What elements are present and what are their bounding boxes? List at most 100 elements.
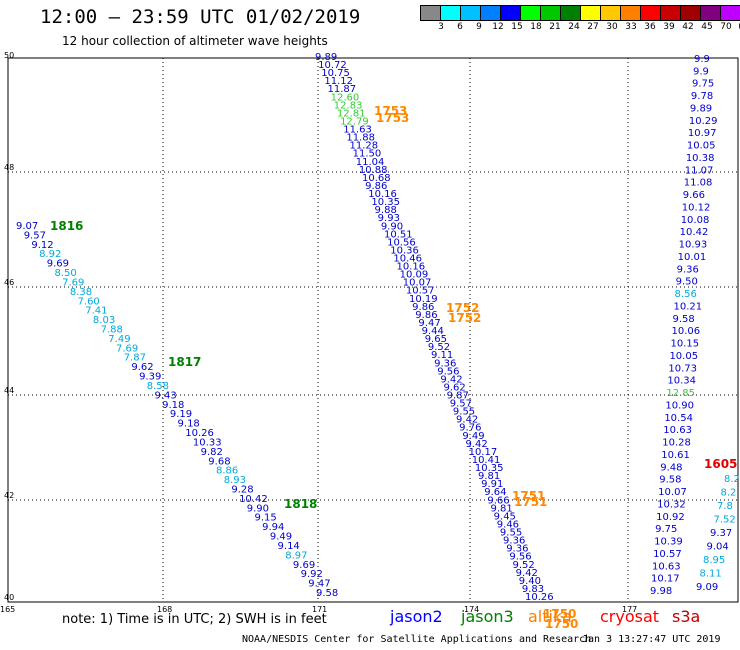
swh-value: 10.06 bbox=[671, 326, 700, 337]
timestamp-text: Jan 3 13:27:47 UTC 2019 bbox=[582, 634, 721, 645]
swh-value: 12.79 bbox=[340, 116, 369, 127]
swh-value: 9.90 bbox=[247, 503, 269, 514]
swh-value: 11.08 bbox=[684, 178, 713, 189]
swh-value: 10.35 bbox=[371, 197, 400, 208]
time-label: 1752 bbox=[446, 301, 479, 315]
swh-value: 9.58 bbox=[316, 588, 338, 599]
swh-value: 9.66 bbox=[683, 190, 705, 201]
swh-value: 7.88 bbox=[101, 325, 123, 336]
swh-value: 9.86 bbox=[415, 310, 437, 321]
swh-value: 8.95 bbox=[703, 555, 725, 566]
swh-value: 9.49 bbox=[462, 431, 484, 442]
swh-value: 11.07 bbox=[685, 165, 714, 176]
swh-value: 10.57 bbox=[653, 549, 682, 560]
swh-value: 9.81 bbox=[491, 503, 513, 514]
swh-value: 9.55 bbox=[453, 407, 475, 418]
legend-label: 30 bbox=[606, 22, 618, 32]
legend-label: 24 bbox=[568, 22, 580, 32]
swh-value: 9.40 bbox=[519, 576, 541, 587]
swh-value: 9.52 bbox=[428, 342, 450, 353]
swh-value: 8.03 bbox=[93, 315, 115, 326]
y-tick-label: 46 bbox=[4, 278, 14, 287]
swh-value: 11.28 bbox=[349, 141, 378, 152]
swh-value: 9.57 bbox=[450, 399, 472, 410]
swh-value: 10.01 bbox=[678, 252, 707, 263]
time-label: 1750 bbox=[545, 617, 578, 631]
swh-value: 9.68 bbox=[208, 456, 230, 467]
swh-value: 9.93 bbox=[378, 213, 400, 224]
swh-value: 9.42 bbox=[516, 568, 538, 579]
swh-value: 10.35 bbox=[475, 463, 504, 474]
swh-value: 9.44 bbox=[422, 326, 444, 337]
swh-value: 10.63 bbox=[652, 561, 681, 572]
swh-value: 8.38 bbox=[70, 287, 92, 298]
legend-label: 6 bbox=[457, 22, 463, 32]
swh-value: 9.90 bbox=[381, 221, 403, 232]
swh-value: 10.26 bbox=[525, 592, 554, 603]
swh-value: 8.50 bbox=[54, 268, 76, 279]
swh-value: 9.69 bbox=[293, 560, 315, 571]
swh-value: 9.47 bbox=[418, 318, 440, 329]
swh-value: 9.39 bbox=[139, 372, 161, 383]
swh-value: 9.9 bbox=[693, 66, 709, 77]
swh-value: 9.58 bbox=[673, 314, 695, 325]
page-subtitle: 12 hour collection of altimeter wave hei… bbox=[62, 34, 328, 48]
swh-value: 7.52 bbox=[714, 515, 736, 526]
y-tick-label: 44 bbox=[4, 386, 14, 395]
time-label: 1753 bbox=[376, 111, 409, 125]
swh-value: 9.86 bbox=[365, 181, 387, 192]
swh-value: 12.60 bbox=[331, 92, 360, 103]
legend-swatch bbox=[720, 5, 740, 21]
swh-value: 11.87 bbox=[328, 84, 357, 95]
swh-value: 11.63 bbox=[343, 125, 372, 136]
sat-label-jason2: jason2 bbox=[390, 607, 443, 626]
swh-value: 9.81 bbox=[478, 471, 500, 482]
swh-value: 8.56 bbox=[675, 289, 697, 300]
time-label: 1817 bbox=[168, 355, 201, 369]
x-tick-label: 177 bbox=[622, 605, 637, 614]
y-tick-label: 40 bbox=[4, 593, 14, 602]
time-label: 1605 bbox=[704, 457, 737, 471]
swh-value: 11.12 bbox=[324, 76, 353, 87]
swh-value: 9.09 bbox=[696, 582, 718, 593]
swh-value: 7.69 bbox=[62, 277, 84, 288]
swh-value: 9.89 bbox=[690, 103, 712, 114]
swh-value: 9.49 bbox=[270, 532, 292, 543]
sat-label-altika: altika bbox=[528, 607, 572, 626]
page-title: 12:00 — 23:59 UTC 01/02/2019 bbox=[40, 6, 361, 28]
swh-value: 9.12 bbox=[31, 240, 53, 251]
swh-value: 9.36 bbox=[506, 544, 528, 555]
swh-value: 9.56 bbox=[509, 552, 531, 563]
legend-label: 12 bbox=[492, 22, 504, 32]
swh-value: 9.98 bbox=[650, 586, 672, 597]
swh-value: 9.55 bbox=[500, 528, 522, 539]
swh-value: 10.42 bbox=[680, 227, 709, 238]
swh-value: 9.48 bbox=[660, 462, 682, 473]
swh-value: 9.86 bbox=[412, 302, 434, 313]
swh-value: 9.43 bbox=[154, 390, 176, 401]
swh-value: 8.93 bbox=[224, 475, 246, 486]
swh-value: 10.93 bbox=[679, 240, 708, 251]
swh-value: 9.04 bbox=[707, 542, 729, 553]
swh-value: 11.50 bbox=[353, 149, 382, 160]
legend-label: 33 bbox=[625, 22, 637, 32]
swh-value: 10.17 bbox=[469, 447, 498, 458]
swh-value: 9.15 bbox=[254, 513, 276, 524]
swh-value: 8.97 bbox=[285, 550, 307, 561]
swh-value: 11.88 bbox=[346, 133, 375, 144]
swh-value: 10.15 bbox=[670, 339, 699, 350]
legend-label: 39 bbox=[663, 22, 675, 32]
sat-label-jason3: jason3 bbox=[461, 607, 514, 626]
swh-value: 9.37 bbox=[710, 528, 732, 539]
swh-value: 9.42 bbox=[440, 374, 462, 385]
swh-value: 9.14 bbox=[278, 541, 300, 552]
legend-label: 27 bbox=[587, 22, 599, 32]
x-tick-label: 165 bbox=[0, 605, 15, 614]
swh-value: 9.78 bbox=[691, 91, 713, 102]
x-tick-label: 168 bbox=[157, 605, 172, 614]
swh-value: 10.75 bbox=[321, 68, 350, 79]
swh-value: 9.46 bbox=[497, 519, 519, 530]
swh-value: 9.42 bbox=[456, 415, 478, 426]
swh-value: 7.60 bbox=[78, 296, 100, 307]
